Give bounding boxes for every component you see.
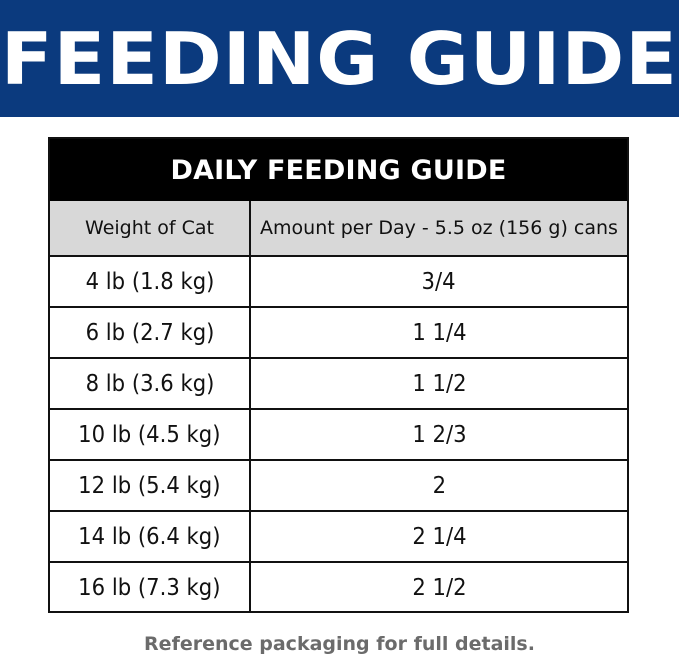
column-header-weight: Weight of Cat	[50, 201, 251, 255]
table-row: 16 lb (7.3 kg) 2 1/2	[50, 563, 627, 613]
amount-cell: 1 1/4	[411, 319, 467, 346]
table-row: 8 lb (3.6 kg) 1 1/2	[50, 359, 627, 410]
weight-cell: 14 lb (6.4 kg)	[78, 523, 221, 550]
weight-cell: 4 lb (1.8 kg)	[85, 268, 214, 295]
weight-cell: 8 lb (3.6 kg)	[85, 370, 214, 397]
amount-cell: 1 2/3	[411, 421, 467, 448]
weight-cell: 12 lb (5.4 kg)	[78, 472, 221, 499]
weight-cell: 10 lb (4.5 kg)	[78, 421, 221, 448]
table-heading: DAILY FEEDING GUIDE	[50, 139, 627, 201]
amount-cell: 1 1/2	[411, 370, 467, 397]
table-row: 6 lb (2.7 kg) 1 1/4	[50, 308, 627, 359]
column-header-amount: Amount per Day - 5.5 oz (156 g) cans	[260, 217, 618, 239]
banner: FEEDING GUIDE	[0, 0, 679, 117]
table-body: 4 lb (1.8 kg) 3/4 6 lb (2.7 kg) 1 1/4 8 …	[50, 257, 627, 613]
table-row: 14 lb (6.4 kg) 2 1/4	[50, 512, 627, 563]
weight-cell: 16 lb (7.3 kg)	[78, 575, 221, 601]
table-row: 4 lb (1.8 kg) 3/4	[50, 257, 627, 308]
weight-cell: 6 lb (2.7 kg)	[85, 319, 214, 346]
amount-cell: 3/4	[421, 268, 457, 295]
feeding-table: DAILY FEEDING GUIDE Weight of Cat Amount…	[48, 137, 629, 613]
page-title: FEEDING GUIDE	[0, 16, 679, 101]
amount-cell: 2 1/2	[411, 575, 467, 601]
table-row: 10 lb (4.5 kg) 1 2/3	[50, 410, 627, 461]
footer-note: Reference packaging for full details.	[144, 633, 535, 655]
amount-cell: 2 1/4	[411, 523, 467, 550]
amount-cell: 2	[432, 472, 446, 499]
column-header-row: Weight of Cat Amount per Day - 5.5 oz (1…	[50, 201, 627, 257]
table-row: 12 lb (5.4 kg) 2	[50, 461, 627, 512]
